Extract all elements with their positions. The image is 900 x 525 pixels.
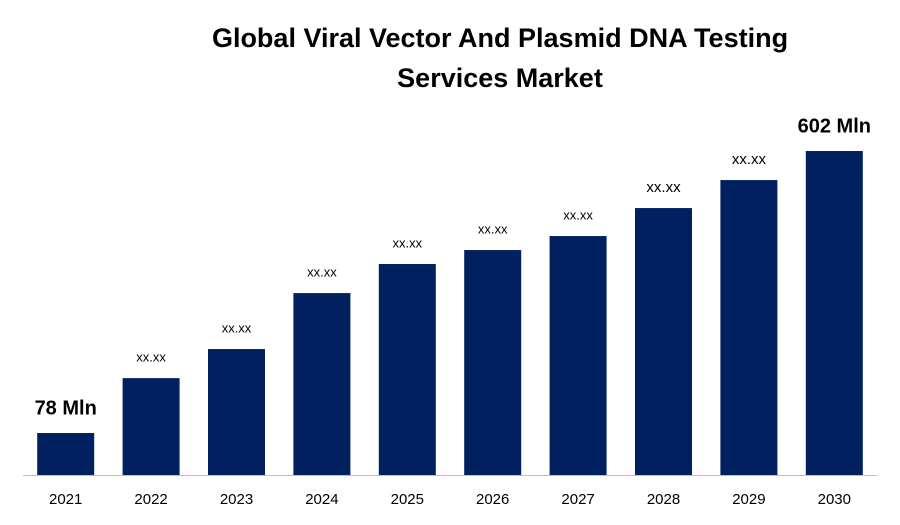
bar — [37, 433, 95, 475]
x-tick-label: 2030 — [818, 491, 851, 508]
bar — [720, 180, 778, 476]
data-label: xx.xx — [646, 179, 681, 196]
bar — [122, 378, 180, 475]
bar — [549, 236, 607, 475]
x-tick-label: 2027 — [561, 491, 594, 508]
bar — [635, 208, 692, 475]
x-tick-label: 2028 — [647, 491, 680, 508]
data-label: 78 Mln — [35, 397, 97, 419]
x-tick-label: 2026 — [476, 491, 509, 508]
x-tick-label: 2021 — [49, 491, 82, 508]
bar — [464, 250, 522, 475]
bar — [805, 151, 863, 475]
data-label: xx.xx — [136, 350, 166, 365]
chart-title: Global Viral Vector And Plasmid DNA Test… — [211, 23, 789, 93]
data-label: xx.xx — [392, 235, 422, 250]
x-tick-label: 2023 — [220, 491, 253, 508]
x-tick-label: 2025 — [391, 491, 424, 508]
x-tick-label: 2024 — [305, 491, 338, 508]
bar — [208, 349, 265, 475]
data-label: xx.xx — [732, 151, 767, 168]
data-label: xx.xx — [563, 207, 593, 222]
bar — [378, 264, 436, 475]
x-tick-label: 2029 — [732, 491, 765, 508]
x-tick-label: 2022 — [134, 491, 167, 508]
data-label: xx.xx — [222, 320, 252, 335]
data-label: xx.xx — [478, 221, 508, 236]
data-label: 602 Mln — [798, 115, 871, 137]
data-label: xx.xx — [307, 265, 337, 280]
bar — [293, 293, 351, 475]
